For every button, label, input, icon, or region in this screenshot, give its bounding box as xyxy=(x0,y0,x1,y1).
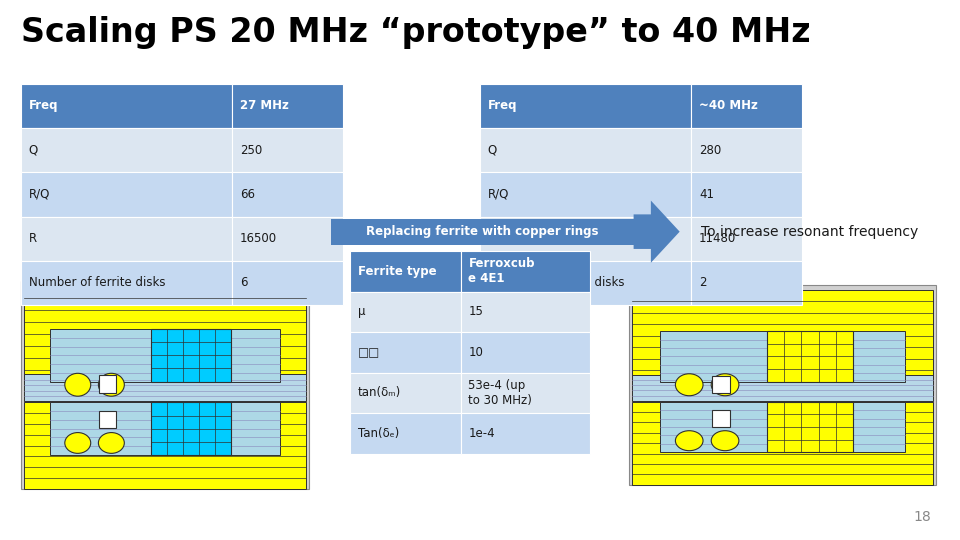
FancyBboxPatch shape xyxy=(350,251,461,292)
Ellipse shape xyxy=(711,431,739,451)
FancyBboxPatch shape xyxy=(151,329,231,382)
FancyBboxPatch shape xyxy=(632,402,933,485)
FancyBboxPatch shape xyxy=(99,375,116,393)
FancyBboxPatch shape xyxy=(331,219,634,245)
FancyBboxPatch shape xyxy=(232,84,343,128)
FancyBboxPatch shape xyxy=(24,374,306,401)
FancyBboxPatch shape xyxy=(350,373,461,413)
Text: R/Q: R/Q xyxy=(488,188,509,201)
Ellipse shape xyxy=(99,433,125,454)
FancyBboxPatch shape xyxy=(660,402,905,453)
Ellipse shape xyxy=(65,433,91,454)
FancyBboxPatch shape xyxy=(480,84,691,128)
FancyBboxPatch shape xyxy=(21,84,232,128)
Ellipse shape xyxy=(676,374,703,396)
FancyBboxPatch shape xyxy=(480,172,691,217)
Text: 41: 41 xyxy=(699,188,714,201)
Text: tan(δₘ): tan(δₘ) xyxy=(358,386,401,400)
Ellipse shape xyxy=(99,373,125,396)
FancyBboxPatch shape xyxy=(232,172,343,217)
Text: Tan(δₑ): Tan(δₑ) xyxy=(358,427,399,440)
Text: R/Q: R/Q xyxy=(29,188,50,201)
FancyBboxPatch shape xyxy=(461,292,590,332)
Text: 27 MHz: 27 MHz xyxy=(240,99,289,112)
Text: Q: Q xyxy=(29,144,38,157)
Text: 1e-4: 1e-4 xyxy=(468,427,495,440)
FancyBboxPatch shape xyxy=(21,281,309,489)
Text: R: R xyxy=(488,232,495,245)
Text: 10: 10 xyxy=(468,346,483,359)
FancyBboxPatch shape xyxy=(50,329,280,382)
FancyBboxPatch shape xyxy=(632,375,933,401)
Text: □□: □□ xyxy=(358,346,380,359)
FancyBboxPatch shape xyxy=(21,261,232,305)
FancyBboxPatch shape xyxy=(691,261,802,305)
FancyBboxPatch shape xyxy=(691,217,802,261)
FancyBboxPatch shape xyxy=(691,84,802,128)
FancyBboxPatch shape xyxy=(350,413,461,454)
FancyBboxPatch shape xyxy=(232,261,343,305)
Text: ~40 MHz: ~40 MHz xyxy=(699,99,757,112)
Text: To increase resonant frequency: To increase resonant frequency xyxy=(701,225,918,239)
FancyBboxPatch shape xyxy=(632,290,933,382)
Text: Ferroxcub
e 4E1: Ferroxcub e 4E1 xyxy=(468,258,535,285)
Text: Replacing ferrite with copper rings: Replacing ferrite with copper rings xyxy=(366,225,599,238)
FancyBboxPatch shape xyxy=(21,217,232,261)
FancyBboxPatch shape xyxy=(767,402,853,453)
FancyBboxPatch shape xyxy=(99,411,116,428)
FancyBboxPatch shape xyxy=(461,413,590,454)
FancyBboxPatch shape xyxy=(691,128,802,172)
FancyBboxPatch shape xyxy=(480,128,691,172)
FancyBboxPatch shape xyxy=(480,261,691,305)
Text: Ferrite type: Ferrite type xyxy=(358,265,437,278)
FancyBboxPatch shape xyxy=(21,128,232,172)
Text: 250: 250 xyxy=(240,144,262,157)
FancyBboxPatch shape xyxy=(232,217,343,261)
Text: 16500: 16500 xyxy=(240,232,277,245)
FancyBboxPatch shape xyxy=(480,217,691,261)
FancyBboxPatch shape xyxy=(691,172,802,217)
Text: 11480: 11480 xyxy=(699,232,736,245)
FancyBboxPatch shape xyxy=(232,128,343,172)
Polygon shape xyxy=(634,200,680,263)
FancyBboxPatch shape xyxy=(21,172,232,217)
Text: Scaling PS 20 MHz “prototype” to 40 MHz: Scaling PS 20 MHz “prototype” to 40 MHz xyxy=(21,16,811,49)
FancyBboxPatch shape xyxy=(24,402,306,489)
Text: Number of ferrite disks: Number of ferrite disks xyxy=(488,276,624,289)
Text: R: R xyxy=(29,232,36,245)
FancyBboxPatch shape xyxy=(350,332,461,373)
Text: 53e-4 (up
to 30 MHz): 53e-4 (up to 30 MHz) xyxy=(468,379,533,407)
Text: 2: 2 xyxy=(699,276,707,289)
Text: 15: 15 xyxy=(468,305,483,319)
FancyBboxPatch shape xyxy=(151,402,231,455)
Text: 6: 6 xyxy=(240,276,248,289)
FancyBboxPatch shape xyxy=(50,402,280,455)
Text: 18: 18 xyxy=(914,510,931,524)
FancyBboxPatch shape xyxy=(461,332,590,373)
Text: Q: Q xyxy=(488,144,497,157)
FancyBboxPatch shape xyxy=(767,331,853,382)
Text: 66: 66 xyxy=(240,188,255,201)
Text: Freq: Freq xyxy=(29,99,59,112)
FancyBboxPatch shape xyxy=(461,373,590,413)
Text: Freq: Freq xyxy=(488,99,517,112)
Text: 280: 280 xyxy=(699,144,721,157)
FancyBboxPatch shape xyxy=(350,292,461,332)
Ellipse shape xyxy=(711,374,739,396)
Text: Number of ferrite disks: Number of ferrite disks xyxy=(29,276,165,289)
FancyBboxPatch shape xyxy=(711,376,731,393)
Ellipse shape xyxy=(65,373,91,396)
FancyBboxPatch shape xyxy=(24,286,306,382)
FancyBboxPatch shape xyxy=(711,410,731,427)
FancyBboxPatch shape xyxy=(629,285,936,485)
FancyBboxPatch shape xyxy=(660,331,905,382)
FancyBboxPatch shape xyxy=(461,251,590,292)
Text: μ: μ xyxy=(358,305,366,319)
Ellipse shape xyxy=(676,431,703,451)
